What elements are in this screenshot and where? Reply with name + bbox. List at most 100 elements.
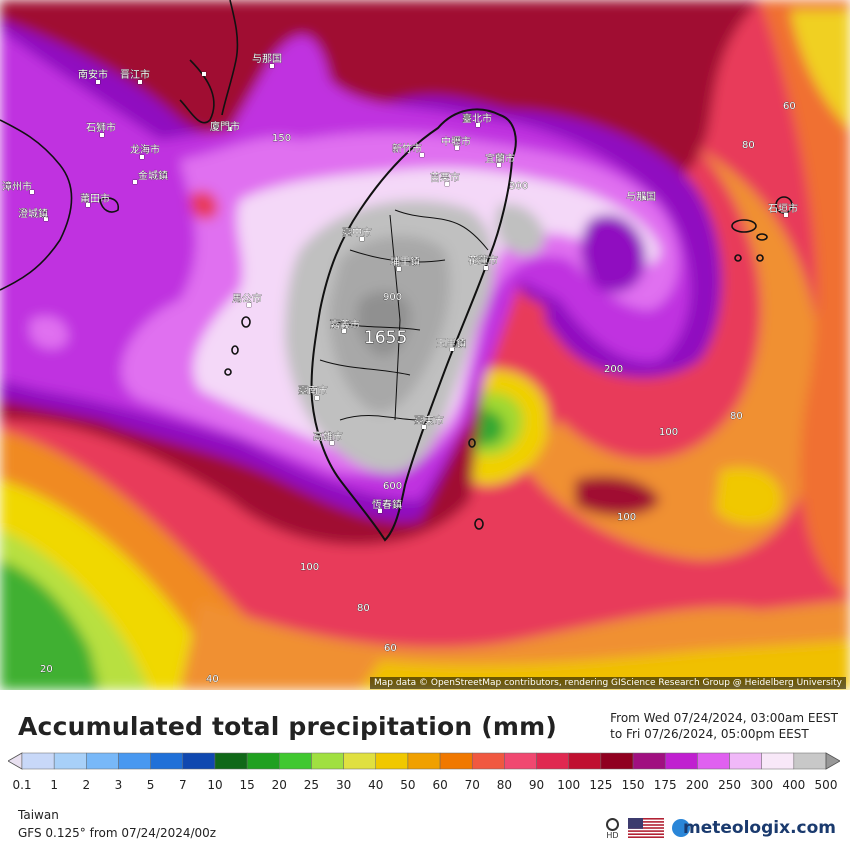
map-svg: 900 600 300 200 150 100 100 100 80 80 80… (0, 0, 850, 690)
scale-cell (407, 752, 441, 770)
precipitation-map[interactable]: 900 600 300 200 150 100 100 100 80 80 80… (0, 0, 850, 690)
city-label: 馬公市 (232, 292, 262, 305)
scale-cell (311, 752, 344, 770)
scale-tick-label: 10 (207, 778, 223, 792)
scale-tick-label: 20 (271, 778, 287, 792)
contour-label-80-a: 80 (742, 140, 755, 151)
scale-tick-label: 60 (432, 778, 448, 792)
legend-title: Accumulated total precipitation (mm) (18, 712, 557, 741)
scale-tick-label: 15 (239, 778, 255, 792)
model-info: GFS 0.125° from 07/24/2024/00z (18, 826, 217, 840)
city-label: 恆春鎮 (372, 498, 402, 511)
scale-cell (182, 752, 216, 770)
city-label: 莆田市 (80, 192, 110, 205)
scale-cell (246, 752, 280, 770)
city-label: 玉里鎮 (436, 337, 466, 350)
contour-label-20: 20 (40, 664, 53, 675)
city-label: 晋江市 (120, 68, 150, 81)
city-label: 澄城鎮 (18, 207, 48, 220)
scale-cell (632, 752, 666, 770)
brand-name[interactable]: meteologix.com (683, 818, 836, 838)
scale-cell (536, 752, 569, 770)
scale-tick-label: 200 (685, 778, 709, 792)
city-label: 高雄市 (313, 430, 343, 443)
scale-tick-label: 7 (178, 778, 187, 792)
scale-cell (697, 752, 730, 770)
contour-label-60-b: 60 (384, 643, 397, 654)
color-scale-bar (8, 752, 840, 770)
scale-cell (343, 752, 377, 770)
scale-cell (279, 752, 312, 770)
city-label: 与那国 (626, 191, 656, 203)
legend-panel (0, 690, 850, 850)
city-label: 臺中市 (342, 226, 372, 239)
scale-tick-label: 100 (557, 778, 581, 792)
scale-cell (568, 752, 602, 770)
scale-cell (21, 752, 55, 770)
hd-label: HD (606, 831, 619, 840)
city-label: 臺北市 (462, 112, 492, 125)
city-label: 龙海市 (130, 143, 160, 156)
period-from: From Wed 07/24/2024, 03:00am EEST (610, 711, 838, 725)
scale-tick-label: 80 (496, 778, 513, 792)
city-label: 埔里鎮 (390, 255, 420, 268)
scale-cell (150, 752, 184, 770)
time-period: From Wed 07/24/2024, 03:00am EEST to Fri… (610, 710, 838, 742)
peak-label: 1655 (364, 328, 407, 348)
contour-label-900: 900 (383, 292, 402, 303)
scale-cell (439, 752, 473, 770)
contour-label-40: 40 (206, 674, 219, 685)
color-scale-ticks: 0.1 1 2 3 5 7 10 15 20 25 30 40 50 60 70 80 90 100 125 150 1… (0, 778, 850, 794)
city-label: 与那国 (252, 53, 282, 65)
scale-cell (86, 752, 119, 770)
scale-cell (664, 752, 698, 770)
scale-cell (729, 752, 762, 770)
scale-cell (471, 752, 505, 770)
scale-tick-label: 1 (50, 778, 58, 792)
scale-tick-label: 40 (368, 778, 384, 792)
scale-tick-label: 5 (146, 778, 155, 792)
city-label: 中壢市 (441, 135, 471, 148)
contour-label-100-c: 100 (300, 562, 319, 573)
period-to: to Fri 07/26/2024, 05:00pm EEST (610, 727, 809, 741)
contour-label-80-b: 80 (730, 411, 743, 422)
contour-label-200: 200 (604, 364, 623, 375)
city-label: 新竹市 (392, 142, 422, 155)
scale-arrow-left (8, 752, 23, 770)
scale-cell (214, 752, 248, 770)
contour-label-100-a: 100 (659, 427, 678, 438)
map-attribution: Map data © OpenStreetMap contributors, r… (370, 677, 846, 689)
city-label: 臺東市 (414, 414, 444, 427)
city-label: 嘉義市 (330, 318, 360, 331)
city-label: 石狮市 (86, 121, 116, 134)
scale-tick-label: 150 (621, 778, 645, 792)
scale-cell (118, 752, 151, 770)
scale-arrow-right (825, 752, 840, 770)
scale-tick-label: 25 (303, 778, 320, 792)
scale-cell (53, 752, 87, 770)
city-label: 漳州市 (2, 180, 32, 193)
scale-tick-label: 400 (782, 778, 806, 792)
scale-tick-label: 70 (464, 778, 480, 792)
meteologix-logo-icon (672, 819, 690, 837)
scale-cell (504, 752, 537, 770)
contour-label-80-c: 80 (357, 603, 370, 614)
scale-tick-label: 125 (589, 778, 613, 792)
city-label: 苗栗市 (430, 171, 460, 184)
scale-cell (375, 752, 409, 770)
scale-tick-label: 175 (653, 778, 677, 792)
hd-toggle[interactable]: HD (606, 818, 619, 840)
scale-tick-label: 300 (750, 778, 774, 792)
contour-label-60-a: 60 (783, 101, 796, 112)
scale-tick-label: 50 (400, 778, 416, 792)
city-label: 石垣市 (768, 202, 798, 215)
scale-tick-label: 30 (335, 778, 352, 792)
search-icon (606, 818, 619, 831)
contour-label-150: 150 (272, 133, 291, 144)
scale-tick-label: 0.1 (12, 778, 32, 792)
city-label: 金城鎮 (138, 169, 168, 182)
scale-tick-label: 90 (528, 778, 545, 792)
us-flag-icon[interactable] (628, 818, 664, 838)
scale-cell (793, 752, 827, 770)
city-label: 廈門市 (210, 120, 240, 133)
